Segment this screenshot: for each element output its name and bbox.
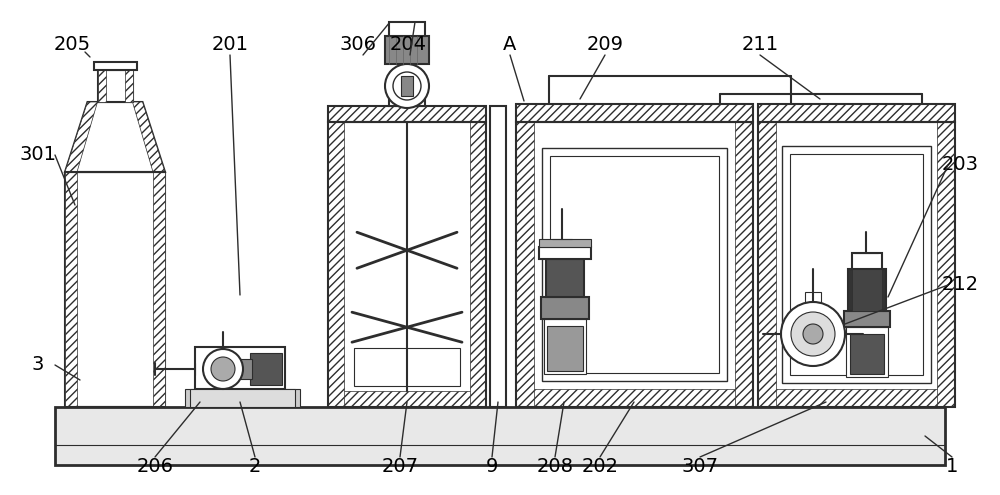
Bar (153, 172, 165, 407)
Bar (328, 122, 486, 407)
Text: A: A (503, 36, 517, 54)
Bar (542, 148, 727, 381)
Text: 208: 208 (536, 457, 574, 477)
Bar (852, 253, 882, 269)
Text: 205: 205 (53, 36, 91, 54)
Polygon shape (65, 102, 165, 172)
Bar (782, 146, 931, 383)
Bar (516, 122, 753, 407)
Bar (389, 81, 425, 106)
Bar (185, 389, 300, 407)
Circle shape (393, 72, 421, 100)
Bar (401, 76, 413, 96)
Bar (805, 292, 821, 302)
Bar (490, 106, 506, 407)
Text: 211: 211 (741, 36, 779, 54)
Bar (516, 104, 753, 122)
Bar (470, 122, 486, 407)
Bar (848, 269, 886, 311)
Circle shape (211, 357, 235, 381)
Bar (758, 389, 955, 407)
Circle shape (781, 302, 845, 366)
Bar (354, 348, 460, 386)
Bar (55, 407, 945, 465)
Text: 207: 207 (382, 457, 418, 477)
Bar (544, 319, 586, 374)
Text: 307: 307 (682, 457, 718, 477)
Bar (758, 122, 955, 407)
Text: 203: 203 (942, 155, 978, 175)
Bar (328, 106, 486, 122)
Text: 201: 201 (212, 36, 248, 54)
Bar (240, 359, 252, 379)
Bar (735, 122, 753, 407)
Circle shape (791, 312, 835, 356)
Bar (190, 389, 295, 407)
Bar (547, 326, 583, 371)
Text: 3: 3 (32, 355, 44, 375)
Bar (328, 106, 486, 122)
Bar (790, 154, 923, 375)
Bar (758, 104, 955, 122)
Text: 306: 306 (340, 36, 376, 54)
Bar (98, 70, 132, 102)
Circle shape (803, 324, 823, 344)
Bar (846, 327, 888, 377)
Bar (328, 122, 344, 407)
Bar (844, 311, 890, 327)
Bar (516, 389, 753, 407)
Bar (539, 247, 591, 259)
Bar (850, 334, 884, 374)
Bar (385, 36, 429, 64)
Bar (758, 122, 776, 407)
Bar (98, 70, 106, 102)
Text: 209: 209 (586, 36, 624, 54)
Bar (250, 353, 282, 385)
Text: 202: 202 (582, 457, 618, 477)
Bar (65, 172, 165, 407)
Bar (124, 70, 132, 102)
Polygon shape (65, 102, 98, 172)
Polygon shape (132, 102, 165, 172)
Bar (550, 156, 719, 373)
Text: 9: 9 (486, 457, 498, 477)
Text: 1: 1 (946, 457, 958, 477)
Text: 206: 206 (136, 457, 174, 477)
Bar (516, 104, 753, 122)
Bar (758, 104, 955, 122)
Bar (94, 62, 136, 70)
Text: 204: 204 (390, 36, 426, 54)
Bar (516, 122, 534, 407)
Circle shape (203, 349, 243, 389)
Bar (546, 259, 584, 297)
Bar (541, 297, 589, 319)
Bar (937, 122, 955, 407)
Text: 301: 301 (20, 146, 56, 164)
Bar (539, 239, 591, 247)
Text: 2: 2 (249, 457, 261, 477)
Bar (65, 172, 77, 407)
Bar (852, 269, 882, 311)
Text: 212: 212 (941, 276, 979, 295)
Bar (389, 22, 425, 36)
Bar (195, 347, 285, 389)
Circle shape (385, 64, 429, 108)
Bar (328, 391, 486, 407)
